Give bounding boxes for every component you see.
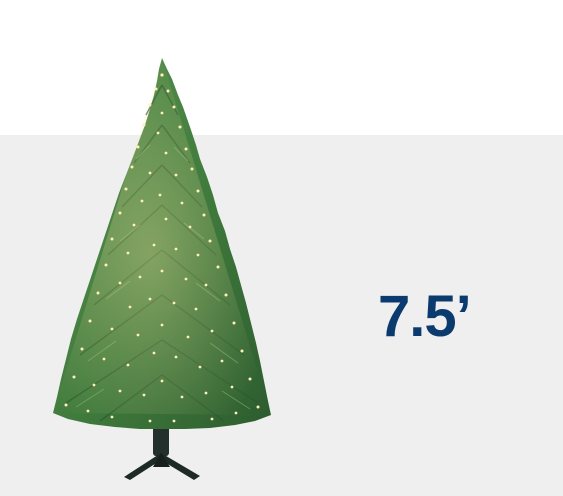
tree-lights [64, 73, 260, 423]
tree-height-label: 7.5’ [378, 284, 472, 349]
christmas-tree-icon [53, 58, 271, 480]
